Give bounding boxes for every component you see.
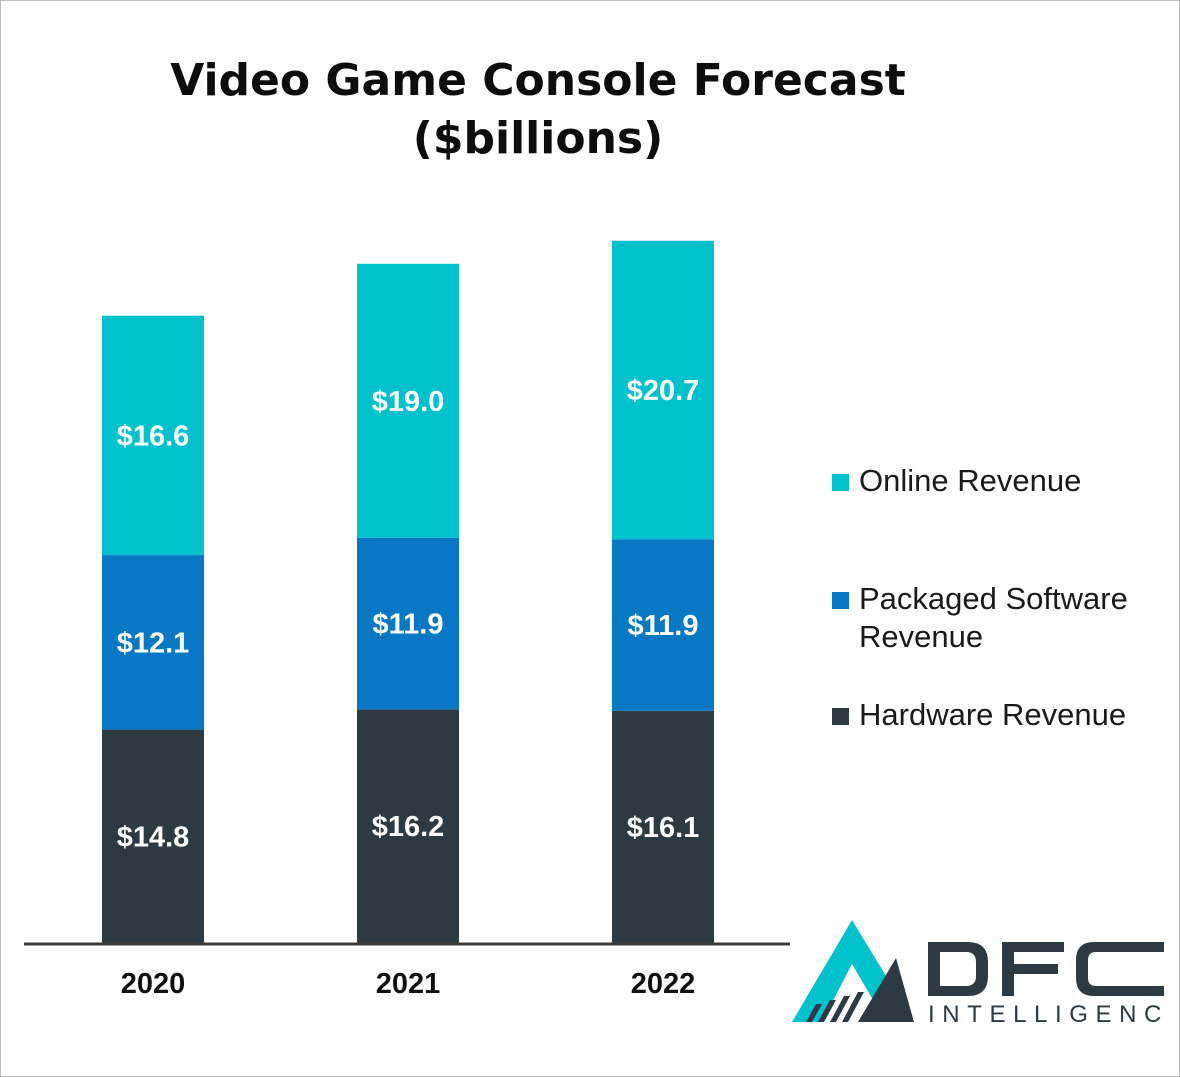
legend-swatch-online [832, 474, 849, 491]
bar-hardware-revenue-2022 [612, 710, 714, 943]
legend-swatch-packaged [832, 592, 849, 609]
legend-item-online-revenue: Online Revenue [832, 462, 1159, 500]
logo-dfc-wordmark [928, 942, 1164, 996]
bar-online-revenue-2021 [357, 263, 459, 538]
logo-subtext: INTELLIGENCE [928, 1001, 1168, 1028]
data-label-packaged-software-revenue-2022: $11.9 [628, 610, 699, 642]
dfc-intelligence-logo: INTELLIGENCE [792, 920, 1168, 1028]
chart-title-line-2: ($billions) [412, 113, 664, 164]
data-label-hardware-revenue-2021: $16.2 [372, 811, 445, 843]
stacked-bar-chart: $14.8 $12.1 $16.6 2020 $16.2 $11.9 $19.0 2021 $1… [24, 240, 790, 1000]
bar-hardware-revenue-2020 [102, 729, 204, 943]
data-label-online-revenue-2022: $20.7 [627, 375, 700, 407]
bar-packaged-software-revenue-2020 [102, 555, 204, 730]
bar-online-revenue-2020 [102, 315, 204, 556]
data-label-online-revenue-2021: $19.0 [372, 386, 445, 418]
legend-item-packaged-software-revenue: Packaged Software Revenue [832, 580, 1159, 656]
x-tick-label-2022: 2022 [631, 968, 696, 1000]
data-label-packaged-software-revenue-2020: $12.1 [117, 627, 190, 659]
logo-mountain-icon [792, 920, 914, 1022]
legend-label-packaged: Packaged Software Revenue [859, 581, 1128, 654]
legend-label-hardware: Hardware Revenue [859, 697, 1127, 732]
x-tick-label-2021: 2021 [376, 968, 441, 1000]
bar-online-revenue-2022 [612, 240, 714, 540]
data-label-hardware-revenue-2022: $16.1 [627, 812, 700, 844]
data-label-online-revenue-2020: $16.6 [117, 420, 190, 452]
legend-label-online: Online Revenue [859, 463, 1082, 498]
bar-hardware-revenue-2021 [357, 709, 459, 943]
bar-packaged-software-revenue-2022 [612, 539, 714, 711]
x-tick-label-2020: 2020 [121, 968, 186, 1000]
legend-swatch-hardware [832, 708, 849, 725]
data-label-packaged-software-revenue-2021: $11.9 [373, 609, 444, 641]
chart-title-line-1: Video Game Console Forecast [170, 55, 906, 106]
data-label-hardware-revenue-2020: $14.8 [117, 821, 190, 853]
legend-item-hardware-revenue: Hardware Revenue [832, 696, 1159, 734]
bar-packaged-software-revenue-2021 [357, 537, 459, 710]
chart-title: Video Game Console Forecast ($billions) [0, 52, 1076, 168]
